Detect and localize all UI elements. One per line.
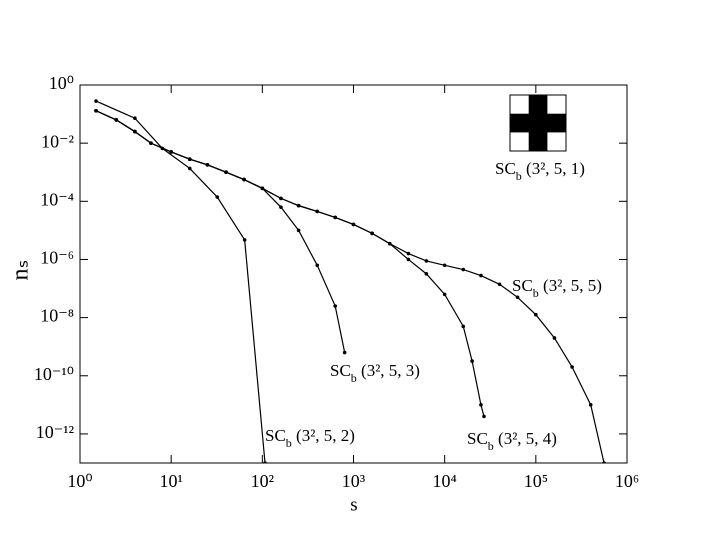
data-point bbox=[442, 292, 447, 297]
data-point bbox=[479, 403, 483, 407]
data-point bbox=[333, 304, 338, 308]
data-point bbox=[133, 116, 137, 121]
data-point bbox=[470, 359, 474, 363]
x-tick-label: 10¹ bbox=[159, 471, 182, 491]
data-point bbox=[552, 336, 557, 340]
data-point bbox=[296, 228, 301, 233]
data-point bbox=[315, 209, 320, 214]
y-tick-label: 10⁻⁶ bbox=[40, 248, 74, 268]
y-tick-label: 10⁻² bbox=[41, 131, 74, 151]
data-point bbox=[242, 177, 246, 182]
data-point bbox=[215, 195, 220, 199]
y-tick-label: 10⁻¹² bbox=[36, 422, 74, 442]
data-point bbox=[260, 186, 265, 191]
x-axis-label: s bbox=[350, 494, 357, 515]
data-point bbox=[515, 295, 520, 300]
data-point bbox=[406, 257, 411, 262]
series-line bbox=[95, 110, 346, 353]
series-label: SCb (3², 5, 5) bbox=[512, 276, 602, 300]
data-point bbox=[370, 231, 374, 236]
data-point bbox=[497, 282, 502, 287]
data-point bbox=[479, 273, 483, 278]
data-point bbox=[205, 163, 210, 167]
data-point bbox=[296, 203, 301, 208]
data-point bbox=[333, 215, 338, 220]
inset-icon bbox=[509, 94, 567, 152]
data-point bbox=[149, 141, 153, 145]
x-tick-label: 10³ bbox=[342, 471, 366, 491]
y-axis-label: nₛ bbox=[8, 260, 34, 281]
data-point bbox=[279, 205, 283, 209]
data-point bbox=[442, 263, 447, 268]
y-tick-label: 10⁻⁴ bbox=[40, 189, 74, 209]
data-point bbox=[315, 263, 320, 268]
y-tick-label: 10⁻⁸ bbox=[40, 306, 74, 326]
plot-area bbox=[94, 99, 606, 463]
data-point bbox=[242, 238, 247, 242]
annotation: SCb (3², 5, 1) bbox=[495, 159, 585, 183]
y-tick-label: 10⁻¹⁰ bbox=[34, 364, 74, 384]
data-point bbox=[406, 251, 411, 256]
data-point bbox=[133, 129, 137, 134]
x-tick-label: 10² bbox=[251, 471, 274, 491]
data-point bbox=[351, 222, 356, 227]
data-point bbox=[387, 241, 392, 246]
data-point bbox=[169, 150, 173, 154]
data-point bbox=[94, 108, 98, 113]
data-point bbox=[424, 272, 429, 276]
data-point bbox=[570, 365, 574, 369]
data-point bbox=[187, 157, 192, 162]
data-point bbox=[461, 324, 466, 329]
data-point bbox=[482, 414, 486, 419]
data-point bbox=[187, 166, 192, 171]
data-point bbox=[279, 196, 283, 201]
data-point bbox=[534, 312, 538, 317]
data-point bbox=[588, 403, 593, 407]
data-point bbox=[94, 99, 98, 103]
x-tick-label: 10⁵ bbox=[524, 471, 548, 491]
series-label: SCb (3², 5, 3) bbox=[330, 361, 420, 385]
data-point bbox=[224, 170, 228, 175]
x-tick-label: 10⁰ bbox=[67, 471, 92, 491]
x-tick-label: 10⁶ bbox=[615, 471, 639, 491]
series-label: SCb (3², 5, 2) bbox=[265, 426, 355, 450]
data-point bbox=[263, 461, 267, 463]
data-point bbox=[461, 267, 466, 272]
data-point bbox=[602, 461, 606, 463]
series-label: SCb (3², 5, 4) bbox=[467, 429, 557, 453]
data-point bbox=[342, 350, 347, 355]
data-point bbox=[114, 118, 119, 122]
x-tick-label: 10⁴ bbox=[433, 471, 457, 491]
data-point bbox=[424, 259, 429, 263]
y-tick-label: 10⁰ bbox=[49, 73, 74, 93]
series-line bbox=[95, 110, 485, 417]
